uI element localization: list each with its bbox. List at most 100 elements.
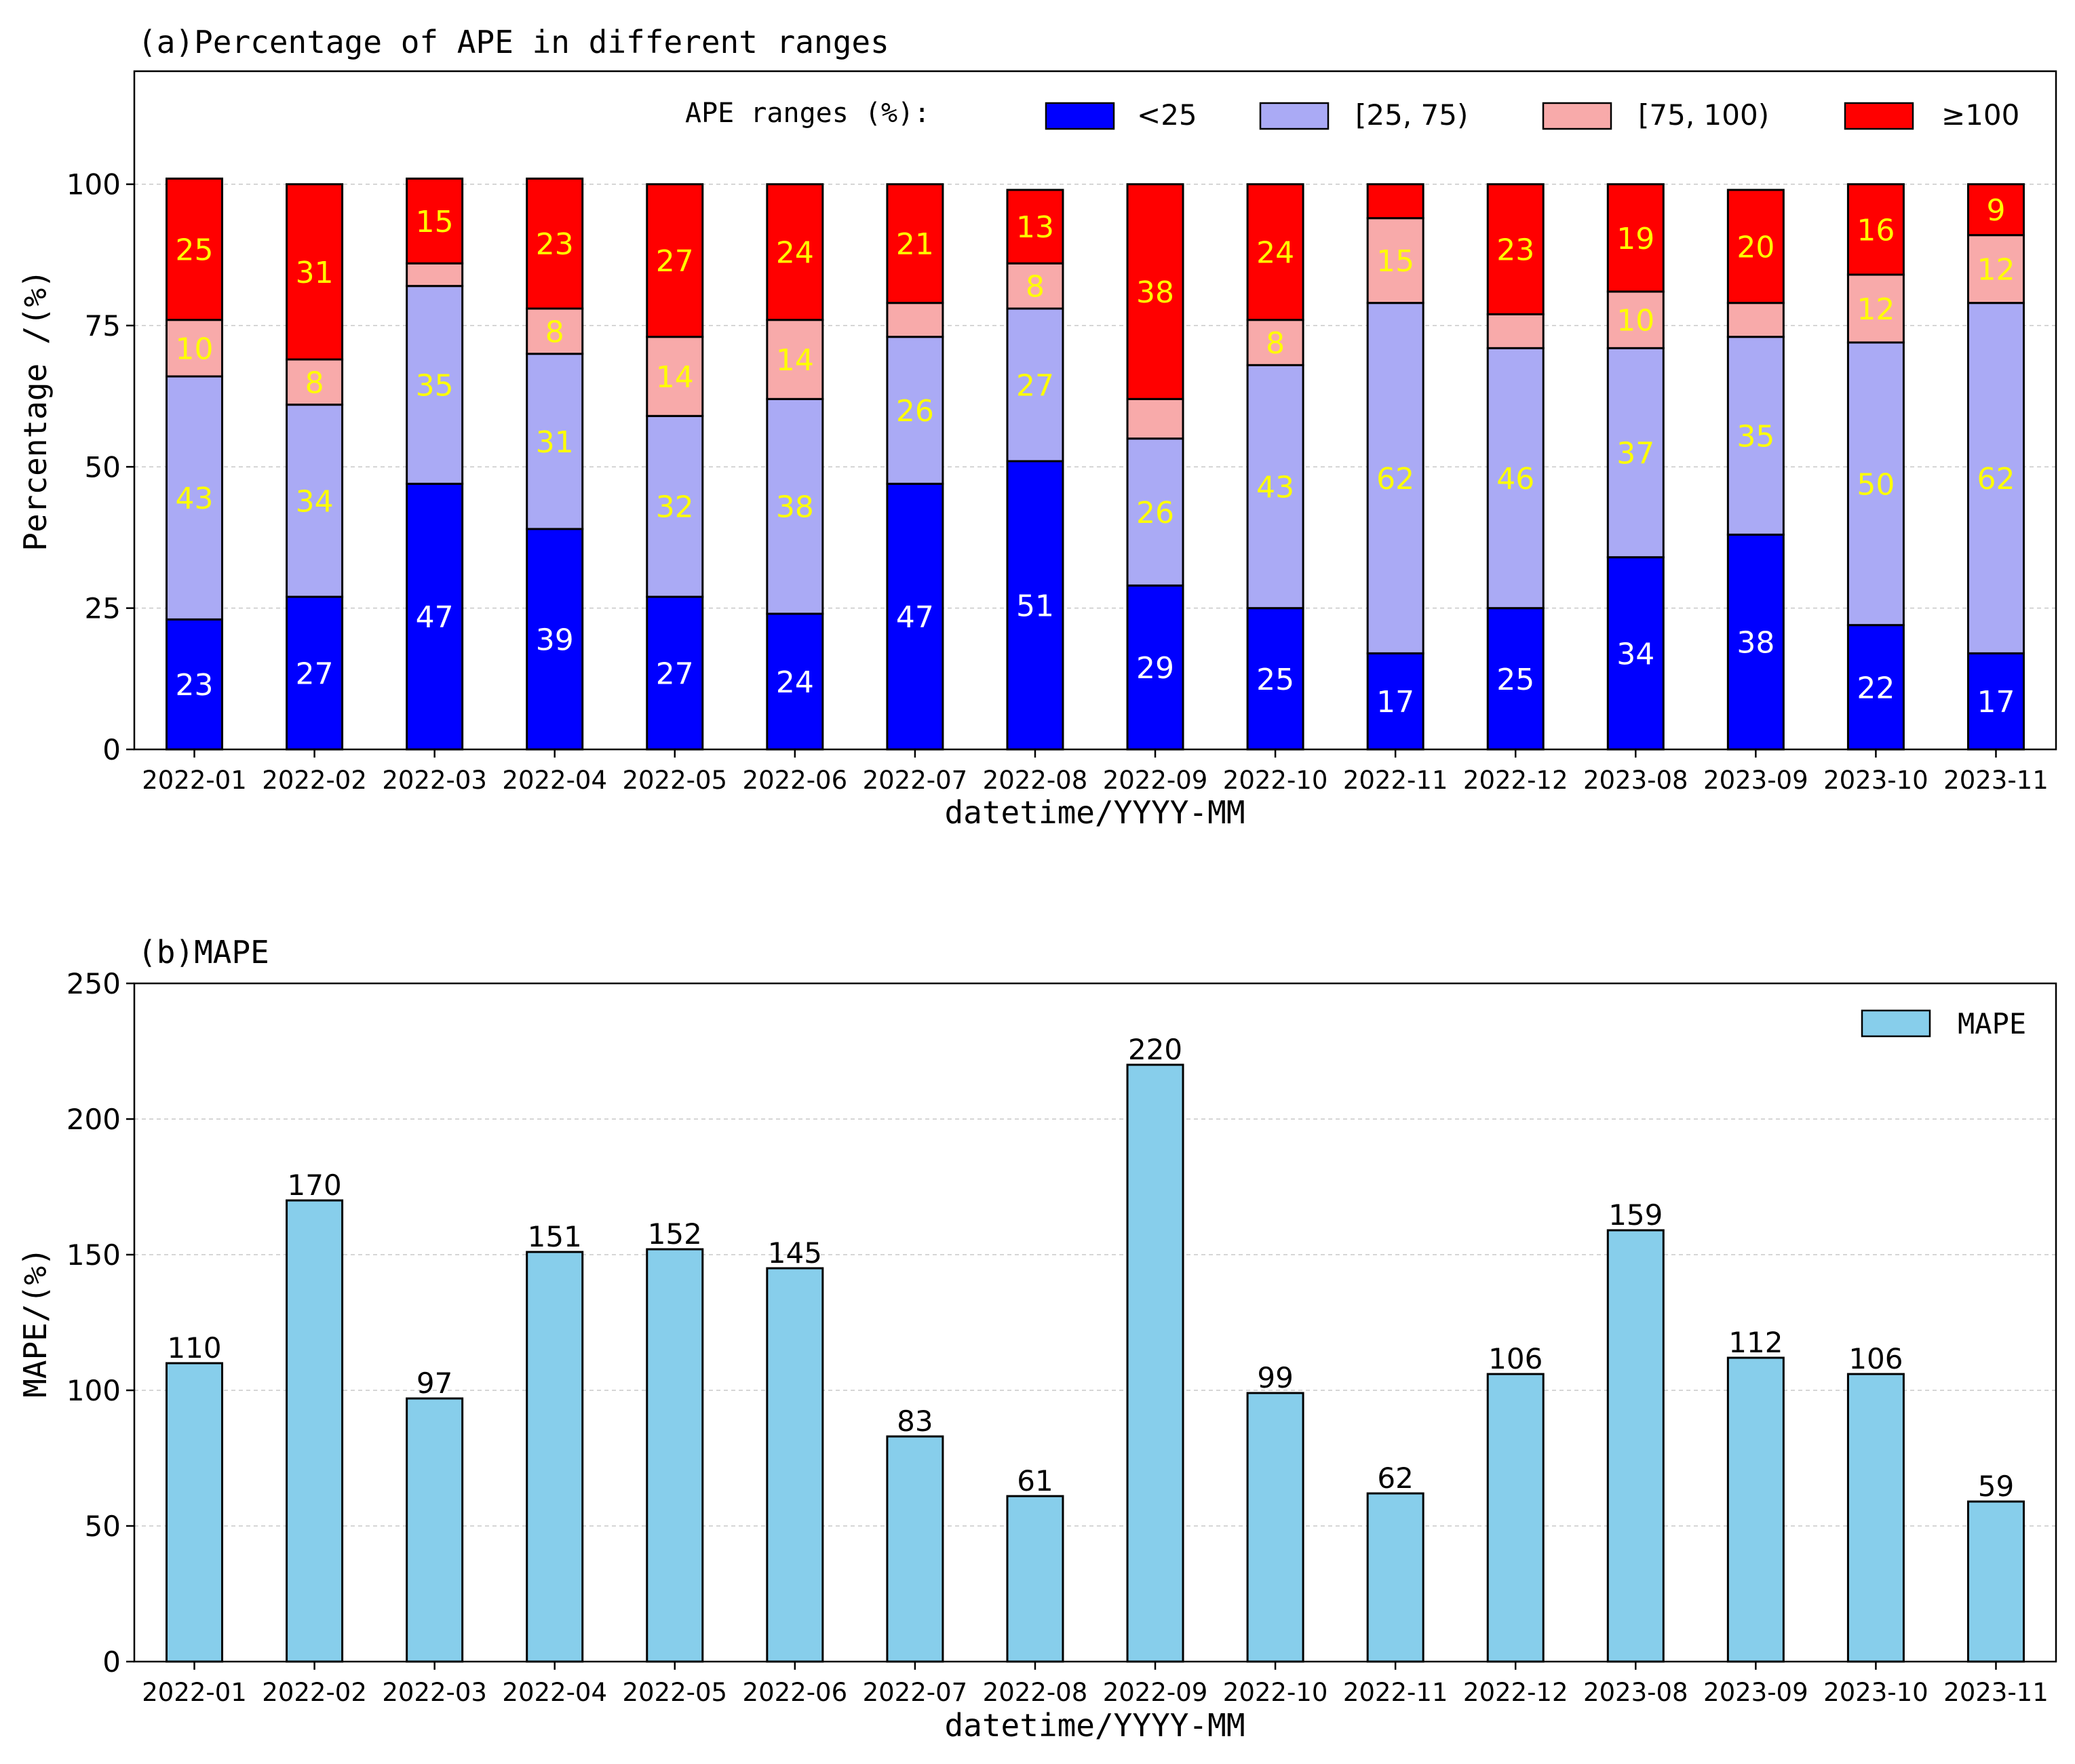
bar-segment-2023-09-s3 xyxy=(1726,189,1785,305)
panel-b-y-tick-label: 200 xyxy=(66,1103,121,1136)
mape-bar-2022-08 xyxy=(1006,1495,1064,1663)
mape-bar-2022-09 xyxy=(1126,1063,1184,1663)
bar-segment-2022-04-s3 xyxy=(526,177,584,310)
bar-segment-label: 37 xyxy=(1616,437,1654,471)
bar-segment-2022-10-s3 xyxy=(1246,183,1304,321)
bar-segment-2022-01-s0 xyxy=(166,618,224,751)
bar-segment-label: 23 xyxy=(536,227,574,262)
mape-bar-2022-07 xyxy=(886,1435,944,1663)
bar-segment-label: 38 xyxy=(1737,626,1775,661)
bar-segment-2022-05-s1 xyxy=(646,414,704,598)
bar-segment-2023-08-s0 xyxy=(1606,556,1665,751)
bar-segment-2023-10-s1 xyxy=(1846,341,1905,627)
panel-a-x-tick-label: 2022-01 xyxy=(142,766,247,795)
panel-a-x-tick-label: 2022-11 xyxy=(1343,766,1448,795)
legend-swatch-ge100 xyxy=(1844,102,1914,130)
bar-segment-2022-11-s1 xyxy=(1366,302,1424,654)
bar-segment-label: 22 xyxy=(1857,671,1895,705)
bar-segment-2022-03-s2 xyxy=(406,262,464,288)
panel-b-x-tick-label: 2022-06 xyxy=(743,1678,848,1707)
panel-a-x-tick-label: 2022-07 xyxy=(863,766,968,795)
bar-segment-2022-06-s3 xyxy=(766,183,824,321)
panel-a-x-tick-label: 2022-04 xyxy=(502,766,607,795)
bar-segment-label: 8 xyxy=(305,366,324,400)
bar-segment-label: 31 xyxy=(296,256,334,290)
mape-bar-2022-11 xyxy=(1366,1492,1424,1663)
bar-segment-label: 47 xyxy=(416,600,454,635)
mape-bar-value-label: 59 xyxy=(1978,1470,2014,1503)
bar-segment-2022-02-s3 xyxy=(286,183,344,361)
bar-segment-label: 14 xyxy=(776,343,814,378)
panel-b-x-tick-label: 2022-01 xyxy=(142,1678,247,1707)
bar-segment-label: 25 xyxy=(176,233,214,268)
panel-b-y-axis-label: MAPE/(%) xyxy=(17,1247,54,1398)
panel-a-legend: APE ranges (%): <25 [25, 75) [75, 100) ≥… xyxy=(685,98,2019,132)
bar-segment-label: 14 xyxy=(656,360,694,395)
panel-a-y-tick-label: 25 xyxy=(85,592,121,625)
bar-segment-2022-05-s3 xyxy=(646,183,704,338)
bar-segment-2023-11-s1 xyxy=(1966,302,2025,654)
panel-a-y-axis: 0 25 50 75 100 xyxy=(66,168,134,766)
bar-segment-label: 15 xyxy=(416,205,454,239)
panel-a-x-tick-label: 2023-08 xyxy=(1583,766,1688,795)
panel-b-y-tick-label: 0 xyxy=(102,1645,121,1679)
panel-b-x-tick-label: 2023-09 xyxy=(1703,1678,1808,1707)
bar-segment-label: 16 xyxy=(1857,213,1895,248)
bar-segment-label: 8 xyxy=(1026,270,1045,305)
bar-segment-label: 19 xyxy=(1616,222,1654,256)
panel-b-y-tick-label: 150 xyxy=(66,1238,121,1272)
bar-segment-2022-05-s2 xyxy=(646,336,704,417)
mape-bar-2023-08 xyxy=(1606,1229,1665,1663)
panel-b-data-labels: 110 170 97 151 152 145 83 61 220 99 62 106 159 112 106… xyxy=(167,1033,2014,1503)
bar-segment-2023-11-s2 xyxy=(1966,234,2025,305)
mape-bar-value-label: 106 xyxy=(1848,1342,1903,1375)
bar-segment-2023-10-s3 xyxy=(1846,183,1905,276)
mape-bar-value-label: 112 xyxy=(1728,1326,1783,1359)
mape-bar-value-label: 97 xyxy=(416,1367,452,1400)
legend-label-75-100: [75, 100) xyxy=(1638,98,1769,132)
bar-segment-label: 62 xyxy=(1977,462,2015,496)
bar-segment-label: 27 xyxy=(1016,369,1054,404)
bar-segment-label: 24 xyxy=(776,236,814,271)
bar-segment-2023-09-s2 xyxy=(1726,302,1785,338)
bar-segment-label: 35 xyxy=(416,369,454,404)
bar-segment-2022-08-s3 xyxy=(1006,189,1064,264)
mape-bar-2023-10 xyxy=(1846,1373,1905,1663)
bar-segment-label: 26 xyxy=(1136,496,1174,530)
bar-segment-label: 46 xyxy=(1496,462,1534,496)
panel-b-title: (b)MAPE xyxy=(138,934,269,971)
bar-segment-2023-09-s1 xyxy=(1726,336,1785,536)
bar-segment-2022-11-s3 xyxy=(1366,183,1424,220)
bar-segment-2022-07-s2 xyxy=(886,302,944,338)
bar-segment-2023-11-s0 xyxy=(1966,652,2025,751)
mape-bar-value-label: 61 xyxy=(1017,1464,1053,1497)
bar-segment-2023-10-s2 xyxy=(1846,273,1905,344)
mape-bar-2022-02 xyxy=(286,1199,344,1663)
bar-segment-label: 31 xyxy=(536,425,574,460)
bar-segment-label: 23 xyxy=(1496,233,1534,268)
mape-bar-2022-04 xyxy=(526,1251,584,1663)
panel-a-x-tick-label: 2023-10 xyxy=(1823,766,1928,795)
mape-bar-2023-09 xyxy=(1726,1356,1785,1663)
panel-b-x-tick-label: 2022-04 xyxy=(502,1678,607,1707)
bar-segment-label: 29 xyxy=(1136,651,1174,686)
bar-segment-label: 32 xyxy=(656,490,694,525)
bar-segment-2022-01-s3 xyxy=(166,177,224,321)
mape-bar-value-label: 159 xyxy=(1608,1198,1663,1232)
panel-a-x-tick-label: 2023-09 xyxy=(1703,766,1808,795)
mape-bar-2022-05 xyxy=(646,1248,704,1663)
bar-segment-2022-12-s3 xyxy=(1486,183,1545,315)
bar-segment-2022-07-s1 xyxy=(886,336,944,485)
panel-b-x-tick-label: 2022-05 xyxy=(622,1678,727,1707)
panel-b-x-tick-label: 2022-09 xyxy=(1103,1678,1208,1707)
legend-swatch-75-100 xyxy=(1542,102,1612,130)
bar-segment-label: 27 xyxy=(656,657,694,692)
mape-bar-2022-03 xyxy=(406,1397,464,1663)
legend-label-ge100: ≥100 xyxy=(1941,98,2019,132)
bar-segment-2022-04-s2 xyxy=(526,307,584,355)
bar-segment-2022-07-s3 xyxy=(886,183,944,305)
panel-b-y-tick-label: 250 xyxy=(66,967,121,1000)
bar-segment-2022-09-s1 xyxy=(1126,437,1184,587)
bar-segment-2022-06-s0 xyxy=(766,612,824,751)
